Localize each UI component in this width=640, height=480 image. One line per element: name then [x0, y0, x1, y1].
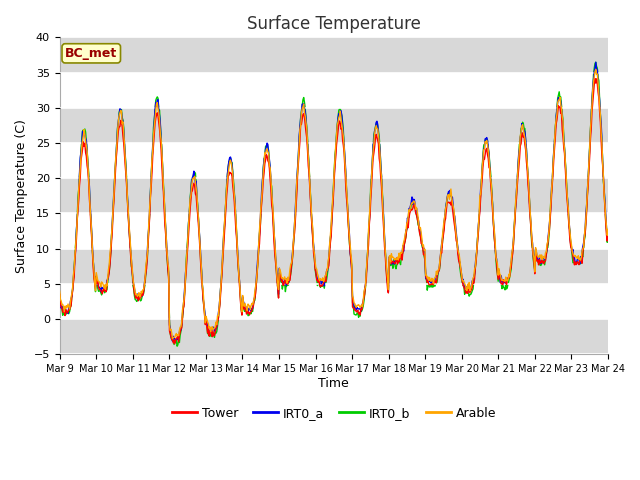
IRT0_b	[604, 234, 612, 240]
Tower	[171, 341, 179, 347]
Arable	[207, 325, 215, 331]
Tower	[66, 307, 74, 312]
Y-axis label: Surface Temperature (C): Surface Temperature (C)	[15, 119, 28, 273]
Line: Arable: Arable	[60, 70, 608, 338]
Legend: Tower, IRT0_a, IRT0_b, Arable: Tower, IRT0_a, IRT0_b, Arable	[166, 402, 501, 424]
IRT0_b	[401, 237, 409, 243]
Line: IRT0_a: IRT0_a	[60, 62, 608, 341]
Line: Tower: Tower	[60, 79, 608, 344]
Line: IRT0_b: IRT0_b	[60, 62, 608, 346]
IRT0_a	[401, 236, 409, 241]
Tower	[417, 240, 425, 246]
Tower	[179, 316, 186, 322]
IRT0_a	[592, 60, 600, 65]
Arable	[56, 288, 63, 294]
IRT0_a	[604, 229, 612, 235]
IRT0_b	[179, 316, 186, 322]
Tower	[591, 76, 599, 82]
Bar	[60, 178, 608, 213]
X-axis label: Time: Time	[319, 377, 349, 390]
Tower	[401, 239, 409, 244]
Arable	[417, 229, 425, 235]
IRT0_b	[122, 163, 130, 169]
Tower	[56, 291, 63, 297]
Arable	[66, 306, 74, 312]
Arable	[592, 67, 600, 72]
Tower	[122, 173, 130, 179]
IRT0_a	[56, 296, 63, 302]
IRT0_b	[66, 309, 74, 314]
IRT0_b	[592, 60, 600, 65]
Arable	[179, 308, 186, 313]
IRT0_b	[56, 301, 63, 307]
Tower	[207, 330, 215, 336]
IRT0_a	[66, 305, 74, 311]
IRT0_b	[207, 329, 215, 335]
Title: Surface Temperature: Surface Temperature	[247, 15, 420, 33]
IRT0_b	[417, 233, 425, 239]
IRT0_a	[169, 338, 177, 344]
Tower	[604, 228, 612, 233]
Arable	[122, 167, 130, 173]
Arable	[169, 336, 177, 341]
Bar	[60, 319, 608, 354]
Text: BC_met: BC_met	[65, 47, 117, 60]
IRT0_b	[173, 343, 181, 349]
IRT0_a	[417, 237, 425, 242]
IRT0_a	[207, 328, 215, 334]
Bar	[60, 37, 608, 72]
IRT0_a	[122, 168, 130, 174]
Bar	[60, 108, 608, 143]
Arable	[401, 232, 409, 238]
Bar	[60, 249, 608, 284]
IRT0_a	[179, 311, 186, 317]
Arable	[604, 227, 612, 232]
